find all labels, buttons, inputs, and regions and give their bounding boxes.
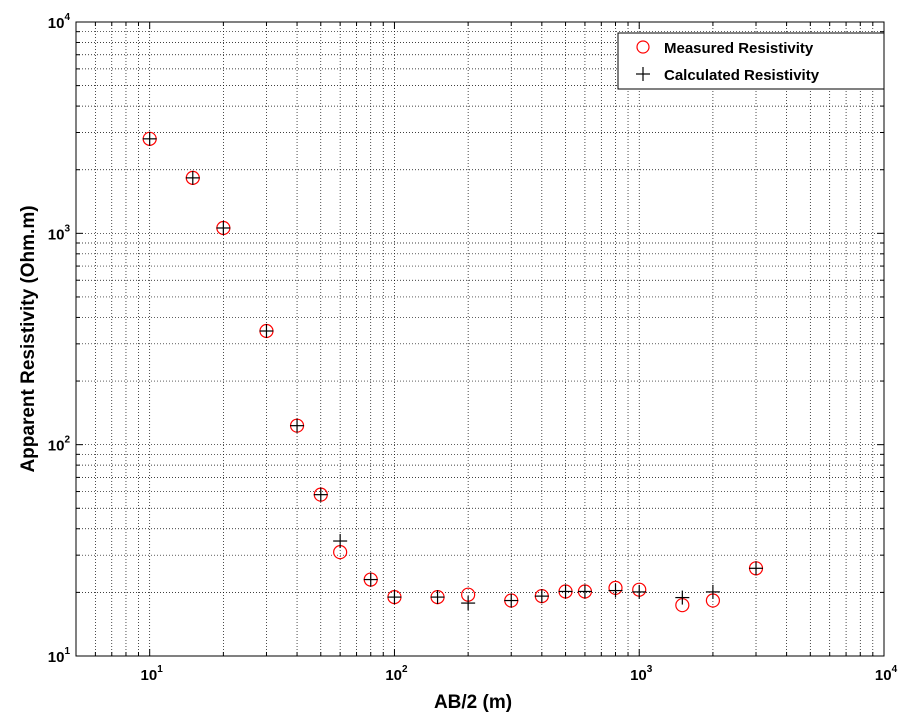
calculated-point xyxy=(749,561,764,576)
calculated-point xyxy=(705,584,720,599)
legend: Measured Resistivity Calculated Resistiv… xyxy=(617,32,885,90)
calculated-point xyxy=(259,324,274,339)
calculated-point xyxy=(534,589,549,604)
data-marks xyxy=(142,131,764,613)
x-tick-label: 103 xyxy=(630,664,653,684)
y-tick-label: 101 xyxy=(48,646,71,666)
calculated-point xyxy=(185,170,200,185)
calculated-point xyxy=(608,583,623,598)
calculated-point xyxy=(577,584,592,599)
legend-box xyxy=(617,32,885,90)
calculated-point xyxy=(363,572,378,587)
legend-marker-calculated xyxy=(636,67,650,81)
x-axis-label: AB/2 (m) xyxy=(434,692,512,713)
calculated-point xyxy=(558,584,573,599)
legend-label-measured: Measured Resistivity xyxy=(664,40,814,57)
y-axis-label: Apparent Resistivity (Ohm.m) xyxy=(18,205,39,472)
legend-marker-measured xyxy=(636,40,650,54)
y-tick-label: 102 xyxy=(48,435,71,455)
calculated-point xyxy=(333,534,348,549)
legend-label-calculated: Calculated Resistivity xyxy=(664,67,820,84)
x-tick-label: 101 xyxy=(141,664,164,684)
y-tick-label: 103 xyxy=(48,223,71,243)
ticks: 101 102 103 104 101 102 103 104 xyxy=(48,12,898,684)
calculated-point xyxy=(430,590,445,605)
calculated-point xyxy=(313,487,328,502)
axes-box xyxy=(75,21,885,657)
calculated-point xyxy=(290,418,305,433)
x-tick-label: 104 xyxy=(875,664,898,684)
plot-frame xyxy=(75,21,885,657)
calculated-point xyxy=(632,584,647,599)
calculated-point xyxy=(216,220,231,235)
calculated-point xyxy=(142,131,157,146)
calculated-point xyxy=(675,590,690,605)
calculated-point xyxy=(387,590,402,605)
calculated-point xyxy=(504,593,519,608)
x-tick-label: 102 xyxy=(385,664,408,684)
calculated-point xyxy=(461,596,476,611)
y-tick-label: 104 xyxy=(48,12,71,32)
